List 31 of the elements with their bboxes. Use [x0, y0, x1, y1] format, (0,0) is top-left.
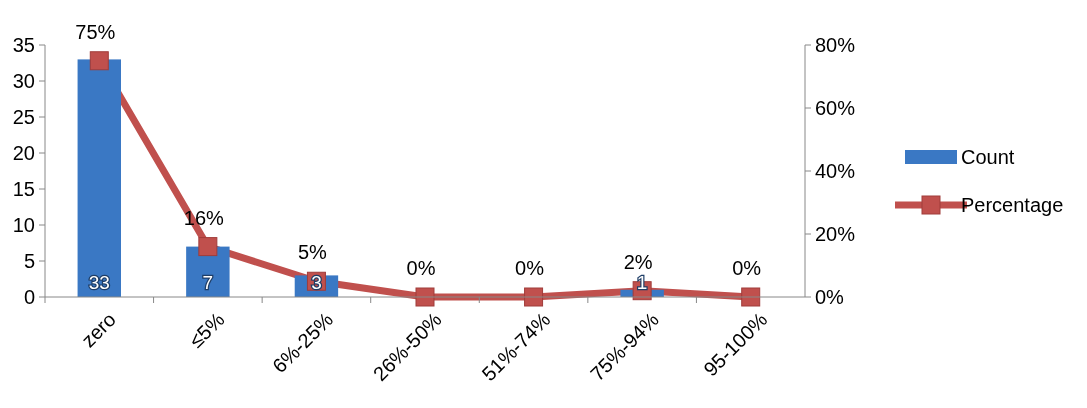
y2-tick-label: 80%	[815, 34, 856, 56]
y-tick-label: 15	[12, 178, 35, 200]
y-tick-label: 35	[12, 34, 35, 56]
y2-tick-label: 20%	[815, 223, 856, 245]
point	[415, 287, 435, 307]
data-label: 3	[311, 272, 322, 293]
data-label: 0%	[515, 257, 545, 279]
data-label: 7	[202, 272, 214, 293]
y-tick-label: 20	[12, 142, 35, 164]
data-label: 0%	[406, 257, 436, 279]
data-label: 33	[88, 272, 110, 293]
y-tick-label: 10	[12, 214, 35, 236]
point	[198, 237, 218, 257]
bar	[77, 59, 121, 297]
data-label: 2%	[623, 250, 653, 273]
y2-tick-label: 0%	[815, 286, 845, 308]
data-label: 5%	[297, 241, 328, 264]
legend-label: Percentage	[961, 194, 1064, 216]
point	[741, 287, 761, 307]
y-tick-label: 5	[23, 250, 35, 272]
point	[524, 287, 544, 307]
x-tick-label: zero	[76, 308, 121, 352]
y2-tick-label: 40%	[815, 160, 856, 182]
y-tick-label: 30	[12, 70, 35, 92]
point	[89, 51, 109, 71]
data-label: 0%	[732, 257, 762, 279]
legend-label: Count	[961, 146, 1015, 168]
y-tick-label: 0	[23, 286, 35, 308]
data-label: 75%	[75, 20, 116, 43]
y-tick-label: 25	[12, 106, 35, 128]
y2-tick-label: 60%	[815, 97, 856, 119]
